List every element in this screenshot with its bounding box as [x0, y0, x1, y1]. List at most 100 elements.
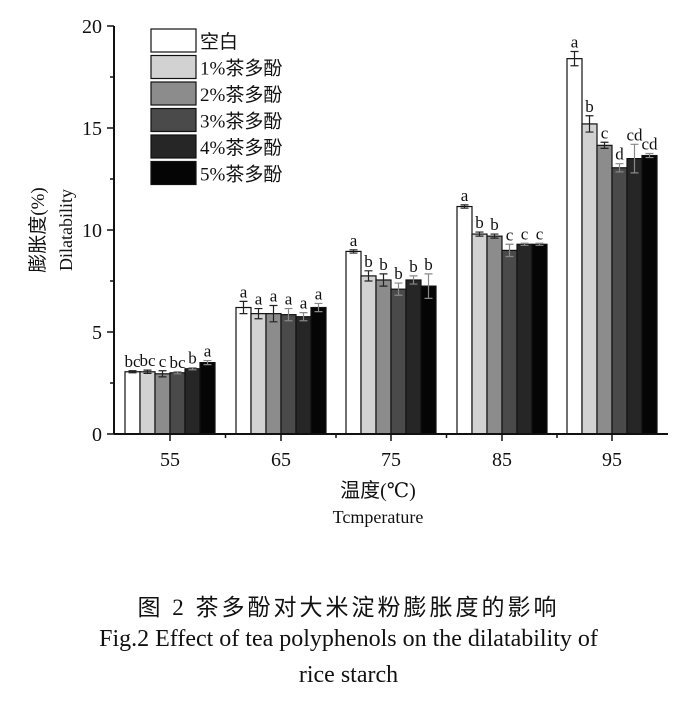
significance-label: c	[601, 123, 609, 142]
significance-label: bc	[124, 352, 141, 371]
significance-label: b	[379, 255, 388, 274]
significance-label: a	[461, 186, 469, 205]
y-tick-label: 0	[92, 424, 102, 446]
significance-label: bc	[139, 351, 156, 370]
bar	[471, 233, 488, 435]
error-bar	[254, 307, 263, 320]
significance-label: a	[255, 290, 263, 309]
error-bar	[394, 282, 403, 296]
x-axis-label: 温度(℃)	[340, 479, 416, 502]
bar	[611, 167, 628, 435]
bar	[139, 371, 156, 435]
significance-label: a	[204, 342, 212, 361]
error-bar	[645, 152, 654, 159]
caption-cn: 图 2 茶多酚对大米淀粉膨胀度的影响	[137, 595, 560, 620]
error-bar	[173, 371, 182, 375]
error-bar	[505, 243, 514, 258]
legend-label: 2%茶多酚	[200, 84, 282, 106]
bar	[360, 275, 377, 435]
significance-label: a	[300, 294, 308, 313]
error-bar	[475, 231, 484, 237]
significance-label: a	[270, 286, 278, 305]
x-tick-label: 65	[271, 449, 291, 471]
y-axis-label-en: Dilatability	[56, 189, 76, 271]
legend-swatch	[150, 54, 197, 80]
y-tick-label: 5	[92, 322, 102, 344]
error-bar	[269, 304, 278, 323]
significance-label: a	[350, 231, 358, 250]
legend-swatch	[150, 134, 197, 159]
legend-label: 1%茶多酚	[200, 58, 282, 80]
bar	[405, 279, 422, 435]
y-tick-label: 10	[82, 220, 102, 242]
bar	[626, 158, 643, 435]
error-bar	[615, 163, 624, 173]
error-bar	[143, 369, 152, 375]
x-tick-label: 95	[602, 449, 622, 471]
bar	[596, 144, 613, 435]
legend-label: 5%茶多酚	[200, 164, 282, 186]
significance-label: a	[315, 284, 323, 303]
bar	[501, 249, 518, 435]
error-bar	[203, 359, 212, 366]
significance-label: b	[188, 349, 197, 368]
bar	[390, 288, 407, 435]
y-tick-label: 20	[82, 16, 102, 38]
bar	[199, 362, 216, 435]
error-bar	[128, 370, 137, 374]
significance-label: c	[536, 224, 544, 243]
significance-label: b	[424, 255, 433, 274]
error-bar	[600, 141, 609, 149]
bar	[169, 372, 186, 435]
significance-label: c	[521, 224, 529, 243]
bar	[280, 314, 297, 435]
error-bar	[299, 312, 308, 322]
error-bar	[284, 307, 293, 322]
error-bar	[158, 370, 167, 378]
y-axis-label: 膨胀度(%)	[27, 187, 49, 272]
bar	[420, 285, 437, 435]
error-bar	[379, 273, 388, 287]
bar	[310, 306, 327, 435]
significance-label: a	[285, 290, 293, 309]
bar	[124, 371, 141, 435]
legend-swatch	[150, 28, 197, 53]
significance-label: b	[585, 97, 594, 116]
error-bar	[490, 233, 499, 239]
error-bar	[520, 242, 529, 246]
bar	[566, 58, 583, 435]
significance-label: c	[159, 352, 167, 371]
bar	[516, 243, 533, 435]
legend-label: 空白	[200, 31, 238, 53]
significance-label: c	[506, 225, 514, 244]
error-bar	[585, 115, 594, 133]
significance-label: cd	[626, 125, 643, 144]
caption-en-line2: rice starch	[298, 662, 399, 688]
x-tick-label: 75	[381, 449, 401, 471]
error-bar	[424, 273, 433, 299]
x-tick-label: 85	[492, 449, 512, 471]
error-bar	[314, 302, 323, 313]
bar	[486, 235, 503, 435]
error-bar	[630, 143, 639, 174]
significance-label: b	[364, 252, 373, 271]
bar	[250, 313, 267, 435]
caption-en-line1: Fig.2 Effect of tea polyphenols on the d…	[99, 626, 598, 652]
legend-label: 4%茶多酚	[200, 137, 282, 159]
significance-label: d	[615, 145, 624, 164]
legend-label: 3%茶多酚	[200, 111, 282, 133]
error-bar	[239, 300, 248, 315]
significance-label: cd	[641, 135, 658, 154]
bar	[184, 368, 201, 435]
error-bar	[535, 242, 544, 246]
bar	[345, 250, 362, 435]
bar	[641, 154, 658, 435]
bar	[235, 306, 252, 435]
y-tick-label: 15	[82, 118, 102, 140]
bar	[265, 313, 282, 435]
error-bar	[409, 275, 418, 285]
legend: 空白 1%茶多酚 2%茶多酚 3%茶多酚 4%茶多酚 5%茶多酚	[150, 28, 282, 186]
bar	[456, 205, 473, 435]
significance-label: b	[490, 215, 499, 234]
error-bar	[364, 270, 373, 282]
